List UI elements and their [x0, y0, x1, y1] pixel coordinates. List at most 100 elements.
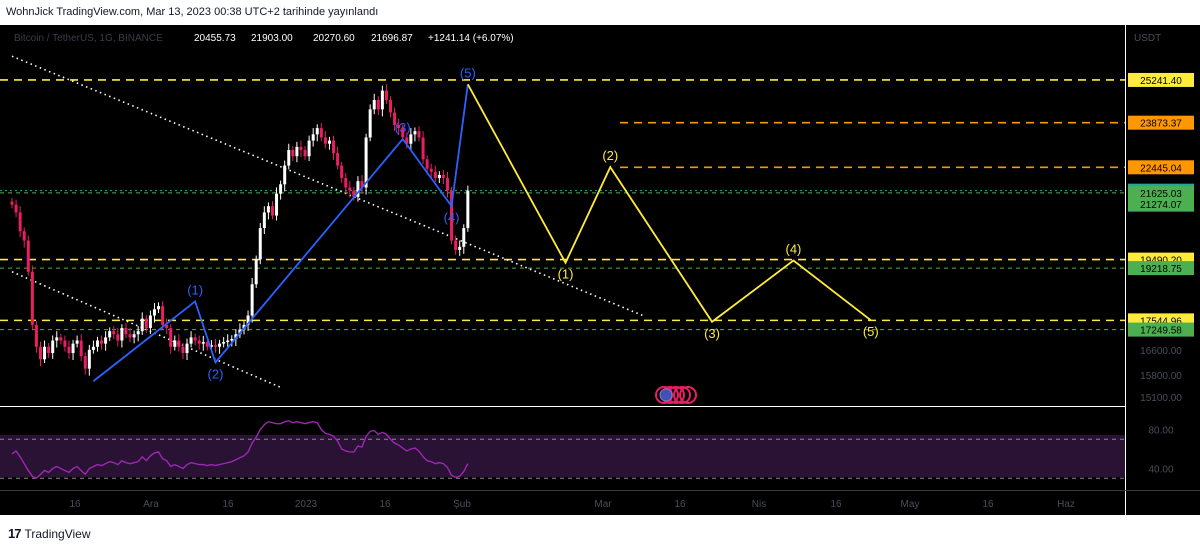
event-icon-4[interactable]: [673, 386, 691, 404]
wave-label: (1): [187, 282, 203, 297]
rsi-axis-label: 80.00: [1148, 426, 1173, 437]
candle-body: [34, 324, 38, 347]
candle-body: [104, 337, 108, 344]
chart-canvas[interactable]: (1) (2) (3) (4) (5) (1) (2) (3) (4) (5) 80.00 40.0…: [0, 25, 1200, 515]
candle-body: [226, 340, 230, 343]
time-tick-label: Mar: [594, 499, 612, 510]
chart-background: [0, 25, 1200, 515]
candle-body: [254, 259, 258, 285]
candle-body: [445, 178, 449, 191]
candle-body: [91, 346, 95, 350]
candle-body: [169, 328, 173, 347]
candle-body: [352, 190, 356, 197]
candle-body: [67, 346, 71, 354]
candle-body: [287, 149, 291, 166]
legend-open: 20455.73: [194, 33, 236, 44]
price-label-box: [1128, 185, 1194, 200]
price-label-box: [1128, 261, 1194, 276]
candle-body: [161, 306, 165, 325]
candle-body: [14, 204, 18, 213]
price-level-lines: [0, 79, 1125, 331]
candle-body: [454, 240, 458, 250]
candle-body: [323, 137, 327, 144]
candle-body: [389, 99, 393, 113]
candle-body: [401, 128, 405, 138]
candle-body: [315, 128, 319, 135]
legend-change: +1241.14 (+6.07%): [428, 33, 514, 44]
candle-body: [197, 340, 201, 344]
flag-icon[interactable]: [659, 388, 673, 402]
time-tick-label: 16: [982, 499, 994, 510]
wave-label: (3): [395, 120, 411, 135]
candle-body: [173, 340, 177, 347]
candle-body: [140, 318, 144, 332]
candle-body: [55, 337, 59, 341]
price-label: 19218.75: [1140, 264, 1182, 275]
candle-body: [441, 174, 445, 179]
rsi-pane: 80.00 40.00: [0, 419, 1174, 480]
candle-body: [108, 331, 112, 338]
candle-body: [291, 149, 295, 157]
candle-body: [450, 190, 454, 241]
legend-close: 21696.87: [371, 33, 413, 44]
candle-body: [165, 324, 169, 329]
time-tick-label: 16: [222, 499, 234, 510]
candle-body: [384, 90, 388, 100]
price-label-box: [1128, 115, 1194, 130]
event-icon-5[interactable]: [679, 386, 697, 404]
candle-body: [144, 318, 148, 329]
candle-body: [222, 342, 226, 344]
candle-body: [393, 112, 397, 125]
candle-body: [319, 128, 323, 138]
candle-body: [128, 334, 132, 338]
wave-label: (2): [602, 148, 618, 163]
elliott-waves: (1) (2) (3) (4) (5) (1) (2) (3) (4) (5): [92, 65, 879, 382]
candle-body: [295, 146, 299, 157]
candle-body: [466, 190, 470, 229]
candle-body: [201, 342, 205, 344]
price-axis: 25241.4023873.3722445.0421696.8701:21:33…: [1128, 72, 1194, 404]
candle-body: [376, 99, 380, 110]
candle-body: [433, 171, 437, 179]
price-label-box: [1128, 160, 1194, 175]
candle-body: [262, 212, 266, 229]
candle-body: [283, 165, 287, 185]
price-label: 21625.03: [1140, 189, 1182, 200]
wave-label: (2): [208, 366, 224, 381]
candle-body: [421, 137, 425, 160]
candle-body: [356, 181, 360, 197]
event-icons[interactable]: [655, 386, 697, 404]
time-tick-label: 16: [674, 499, 686, 510]
elliott-wave-line: [467, 83, 872, 324]
candle-body: [303, 149, 307, 157]
candle-body: [75, 340, 79, 344]
candle-body: [100, 340, 104, 344]
wave-label: (4): [785, 242, 801, 257]
candle-body: [205, 342, 209, 347]
candle-body: [270, 206, 274, 216]
currency-label: USDT: [1134, 33, 1161, 44]
candle-body: [437, 174, 441, 179]
candle-body: [79, 340, 83, 357]
time-tick-label: 16: [69, 499, 81, 510]
candle-body: [22, 231, 26, 241]
candle-body: [279, 184, 283, 194]
tradingview-logo-icon: 17: [8, 526, 22, 541]
price-label: 23873.37: [1140, 119, 1182, 130]
elliott-wave-line: [92, 84, 469, 382]
candle-body: [43, 346, 47, 360]
price-label: 21274.07: [1140, 200, 1182, 211]
time-tick-label: 16: [830, 499, 842, 510]
time-tick-label: Şub: [453, 499, 471, 510]
time-tick-label: Ara: [143, 499, 159, 510]
publish-header: WohnJick TradingView.com, Mar 13, 2023 0…: [6, 6, 379, 18]
candle-body: [397, 124, 401, 129]
price-label: 17249.58: [1140, 326, 1182, 337]
time-tick-label: Haz: [1057, 499, 1075, 510]
candle-body: [372, 99, 376, 110]
brand-name: TradingView: [24, 526, 91, 541]
candle-body: [332, 140, 336, 154]
candle-body: [157, 306, 161, 310]
candle-body: [380, 90, 384, 110]
candle-body: [336, 153, 340, 166]
